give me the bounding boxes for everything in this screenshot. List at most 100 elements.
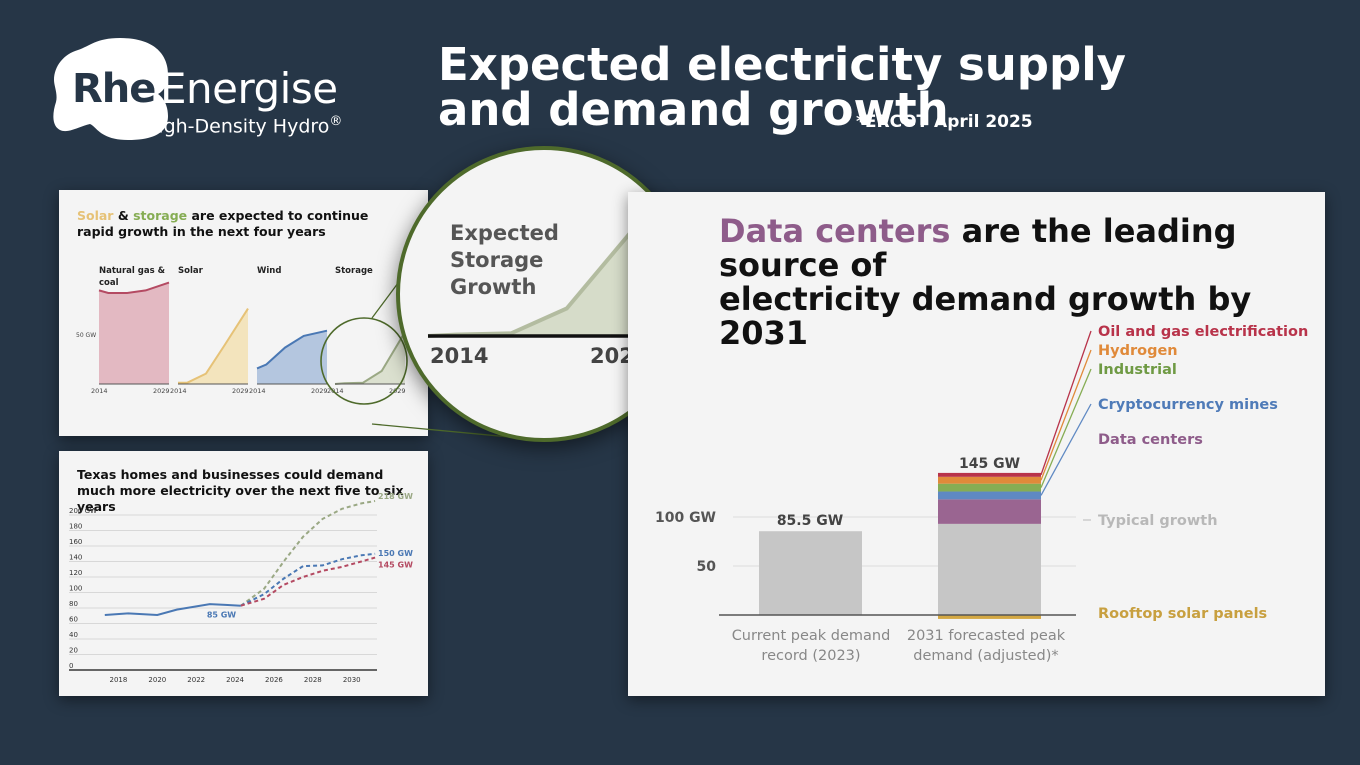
- page-title: Expected electricity supply and demand g…: [438, 42, 1126, 132]
- mag-title-line3: Growth: [450, 275, 537, 299]
- y-tick-1: 50: [697, 559, 717, 575]
- panel-name-3: Storage: [335, 266, 373, 276]
- x-end-0: 2029: [153, 387, 170, 395]
- magnified-storage-chart: [427, 224, 638, 338]
- segment-5: [938, 476, 1041, 484]
- projection-line-1: [240, 552, 376, 607]
- mag-x-start: 2014: [430, 344, 489, 368]
- area-1: [178, 308, 248, 384]
- segment-2: [938, 499, 1041, 524]
- segment-label-3: Cryptocurrency mines: [1098, 397, 1278, 413]
- demand-title-line1: Texas homes and businesses could demand: [77, 467, 384, 482]
- line-2: [256, 329, 328, 370]
- registered-mark: ®: [329, 114, 343, 129]
- title-solar-highlight: Solar: [77, 208, 114, 223]
- y-tick-8: 40: [69, 631, 78, 639]
- mag-title-line2: Storage: [450, 248, 544, 272]
- x-start-0: 2014: [91, 387, 108, 395]
- projection-label-0: 218 GW: [378, 492, 413, 501]
- segment-label-5: Hydrogen: [1098, 343, 1178, 359]
- area-2: [257, 330, 327, 384]
- y-tick-1: 180: [69, 523, 82, 531]
- segment-label-4: Industrial: [1098, 362, 1177, 378]
- panel-name-2: Wind: [257, 266, 281, 276]
- panel-name-0: Natural gas &: [99, 266, 166, 276]
- projection-line-0: [240, 500, 376, 607]
- source-note: *ERCOT April 2025: [856, 112, 1033, 132]
- x-tick-4: 2026: [265, 676, 283, 684]
- panel-name-1: Solar: [178, 266, 204, 276]
- title-rest-line1: are the leading source of: [719, 212, 1237, 284]
- leader-5: [1040, 349, 1092, 481]
- bar-current-label-2: record (2023): [761, 648, 860, 664]
- supply-growth-panel: Solar & storage are expected to continue…: [59, 190, 428, 436]
- y-tick-6: 80: [69, 600, 78, 608]
- title-rest-line2: electricity demand growth by 2031: [719, 280, 1252, 352]
- projection-label-2: 145 GW: [378, 561, 413, 570]
- bar-current-peak-value: 85.5 GW: [777, 513, 843, 529]
- y-tick-0: 200 GW: [69, 507, 97, 515]
- y-tick-10: 0: [69, 662, 73, 670]
- y-tick-9: 20: [69, 647, 78, 655]
- area-3: [335, 332, 405, 384]
- x-tick-5: 2028: [304, 676, 322, 684]
- segment-3: [938, 491, 1041, 500]
- logo-rhe-text: Rhe: [72, 66, 156, 112]
- segment-1: [938, 523, 1041, 615]
- page-title-line2: and demand growth: [438, 83, 949, 136]
- history-label: 85 GW: [207, 611, 236, 620]
- x-tick-1: 2020: [148, 676, 166, 684]
- segment-4: [938, 483, 1041, 492]
- bar-forecast-label-2: demand (adjusted)*: [913, 648, 1058, 664]
- y-tick-5: 100: [69, 585, 82, 593]
- projection-line-2: [240, 556, 376, 607]
- page-title-line1: Expected electricity supply: [438, 38, 1126, 91]
- projection-label-1: 150 GW: [378, 549, 413, 558]
- demand-growth-panel: Texas homes and businesses could demand …: [59, 451, 428, 696]
- line-1: [178, 308, 249, 384]
- bar-current-peak: [759, 531, 862, 615]
- y-tick-3: 140: [69, 554, 82, 562]
- demand-source-title: Data centers are the leading source of e…: [719, 214, 1325, 350]
- title-line2: rapid growth in the next four years: [77, 224, 326, 239]
- segment-label-2: Data centers: [1098, 432, 1203, 448]
- tagline-text: High-Density Hydro: [144, 115, 330, 138]
- segment-label-0: Rooftop solar panels: [1098, 606, 1267, 622]
- demand-stacked-bar-chart: 100 GW 50 85.5 GW Current peak demand record…: [655, 324, 1308, 664]
- history-line: [104, 603, 241, 617]
- x-tick-3: 2024: [226, 676, 244, 684]
- logo-badge: [53, 38, 168, 140]
- segment-label-6: Oil and gas electrification: [1098, 324, 1308, 340]
- title-storage-highlight: storage: [133, 208, 188, 223]
- y-tick-7: 60: [69, 616, 78, 624]
- leader-3: [1040, 403, 1092, 496]
- demand-line-chart: 200 GW 180 160 140 120 100 80 60 40 20 0 2018 2020 20…: [69, 492, 413, 684]
- segment-6: [938, 472, 1041, 477]
- segment-label-1: Typical growth: [1098, 513, 1218, 529]
- segment-0: [938, 615, 1041, 619]
- x-tick-6: 2030: [343, 676, 361, 684]
- demand-title-line2: much more electricity over the next five…: [77, 483, 404, 514]
- supply-panel-title: Solar & storage are expected to continue…: [77, 208, 368, 240]
- magnifier-title: Expected Storage Growth: [450, 220, 559, 301]
- x-tick-0: 2018: [110, 676, 128, 684]
- panel-name2-0: coal: [99, 278, 119, 288]
- logo-energise-text: Energise: [160, 64, 338, 113]
- mag-area: [428, 226, 636, 336]
- title-data-centers-highlight: Data centers: [719, 212, 951, 250]
- demand-source-panel: Data centers are the leading source of e…: [628, 192, 1325, 696]
- x-end-1: 2029: [232, 387, 249, 395]
- leader-6: [1040, 330, 1092, 476]
- line-0: [98, 281, 170, 294]
- bar-forecast-total: 145 GW: [959, 456, 1020, 472]
- demand-panel-title: Texas homes and businesses could demand …: [77, 467, 428, 515]
- y-tick-50gw: 50 GW: [76, 332, 96, 339]
- company-logo: Rhe Energise High-Density Hydro®: [50, 34, 350, 144]
- x-tick-2: 2022: [187, 676, 205, 684]
- leader-4: [1040, 368, 1092, 488]
- y-tick-4: 120: [69, 569, 82, 577]
- y-tick-0: 100 GW: [655, 510, 716, 526]
- title-rest: are expected to continue: [187, 208, 369, 223]
- y-tick-2: 160: [69, 538, 82, 546]
